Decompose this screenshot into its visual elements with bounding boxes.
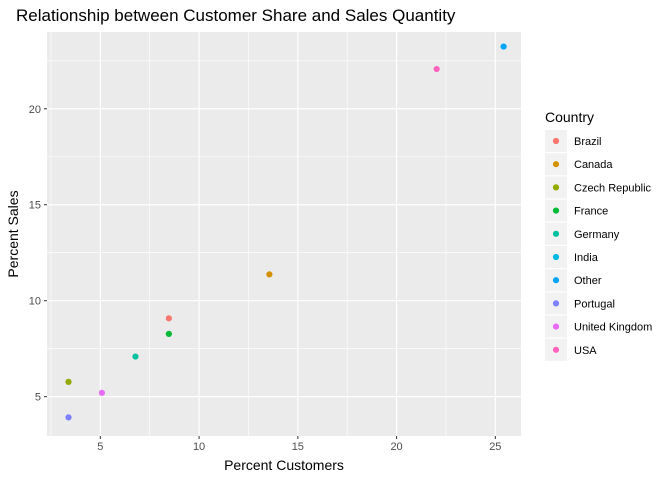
data-point: [98, 389, 106, 396]
legend-dot: [552, 277, 560, 284]
grid-lines: [47, 32, 521, 436]
legend-label: Canada: [574, 159, 613, 171]
legend-dot: [552, 230, 560, 237]
data-points: [65, 43, 507, 421]
legend-item: France: [545, 199, 608, 222]
data-point: [65, 378, 72, 385]
y-tick-label: 10: [29, 296, 41, 308]
x-tick-label: 10: [193, 441, 205, 453]
legend-dot: [552, 253, 560, 261]
legend-item: Brazil: [545, 130, 602, 152]
data-point: [165, 330, 172, 337]
legend-item: Portugal: [545, 292, 615, 315]
legend-dot: [552, 137, 560, 145]
legend-dot: [552, 323, 560, 330]
legend-dot: [552, 300, 560, 307]
legend: Country Brazil Canada Czech Republic France…: [545, 109, 652, 361]
chart-title: Relationship between Customer Share and …: [16, 6, 456, 25]
legend-item: India: [545, 246, 599, 268]
legend-label: Portugal: [574, 298, 615, 310]
legend-dot: [552, 184, 560, 191]
legend-label: Other: [574, 275, 602, 287]
legend-item: Czech Republic: [545, 176, 652, 199]
data-point: [500, 43, 507, 50]
x-tick-label: 25: [489, 441, 501, 453]
plot-panel: [47, 32, 521, 436]
legend-item: USA: [545, 338, 597, 361]
legend-label: France: [574, 206, 608, 218]
x-tick-label: 15: [292, 441, 304, 453]
legend-dot: [552, 161, 560, 168]
y-tick-label: 5: [35, 392, 41, 404]
data-point: [433, 65, 440, 73]
data-point: [165, 315, 172, 322]
legend-item: Other: [545, 269, 602, 292]
legend-label: Brazil: [574, 136, 602, 148]
y-axis-title: Percent Sales: [5, 190, 21, 277]
legend-dot: [552, 207, 560, 214]
legend-dot: [552, 346, 560, 353]
x-axis-title: Percent Customers: [224, 457, 344, 473]
legend-item: Canada: [545, 153, 613, 176]
legend-label: India: [574, 252, 599, 264]
legend-label: Czech Republic: [574, 182, 652, 194]
x-tick-label: 20: [390, 441, 402, 453]
legend-item: United Kingdom: [545, 315, 652, 338]
legend-label: Germany: [574, 229, 620, 241]
data-point: [132, 353, 139, 360]
x-tick-label: 5: [97, 441, 103, 453]
y-tick-label: 20: [29, 104, 41, 116]
legend-label: USA: [574, 345, 597, 357]
legend-item: Germany: [545, 222, 620, 245]
y-tick-label: 15: [29, 200, 41, 212]
data-point: [65, 414, 72, 421]
legend-label: United Kingdom: [574, 322, 652, 334]
data-point: [266, 271, 273, 278]
axis-ticks: 5 10 15 20 25 5 10 15 20: [29, 104, 502, 453]
legend-title: Country: [545, 109, 594, 125]
